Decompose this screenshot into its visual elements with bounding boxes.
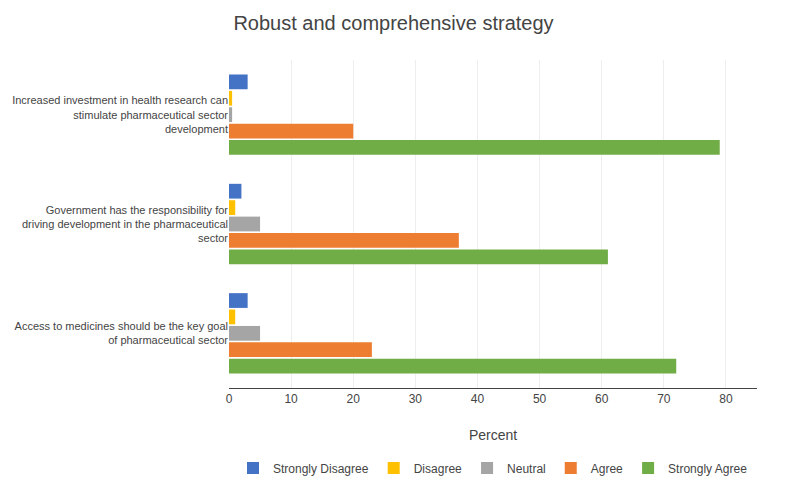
svg-text:Disagree: Disagree — [414, 462, 462, 476]
svg-text:30: 30 — [409, 392, 423, 406]
svg-text:Increased investment in health: Increased investment in health research … — [12, 94, 228, 135]
svg-text:60: 60 — [595, 392, 609, 406]
svg-text:40: 40 — [471, 392, 485, 406]
svg-text:Access to medicines should be: Access to medicines should be the key go… — [15, 320, 229, 346]
svg-text:70: 70 — [657, 392, 671, 406]
svg-text:Strongly Agree: Strongly Agree — [668, 462, 747, 476]
svg-text:50: 50 — [533, 392, 547, 406]
svg-text:Agree: Agree — [591, 462, 623, 476]
svg-text:Percent: Percent — [469, 427, 517, 443]
svg-text:Government has the responsibil: Government has the responsibility fordri… — [22, 204, 228, 245]
svg-text:10: 10 — [284, 392, 298, 406]
svg-text:Strongly Disagree: Strongly Disagree — [273, 462, 369, 476]
svg-text:20: 20 — [347, 392, 361, 406]
svg-text:0: 0 — [226, 392, 233, 406]
svg-text:80: 80 — [719, 392, 733, 406]
svg-text:Neutral: Neutral — [507, 462, 546, 476]
svg-text:Robust and comprehensive strat: Robust and comprehensive strategy — [233, 12, 553, 34]
